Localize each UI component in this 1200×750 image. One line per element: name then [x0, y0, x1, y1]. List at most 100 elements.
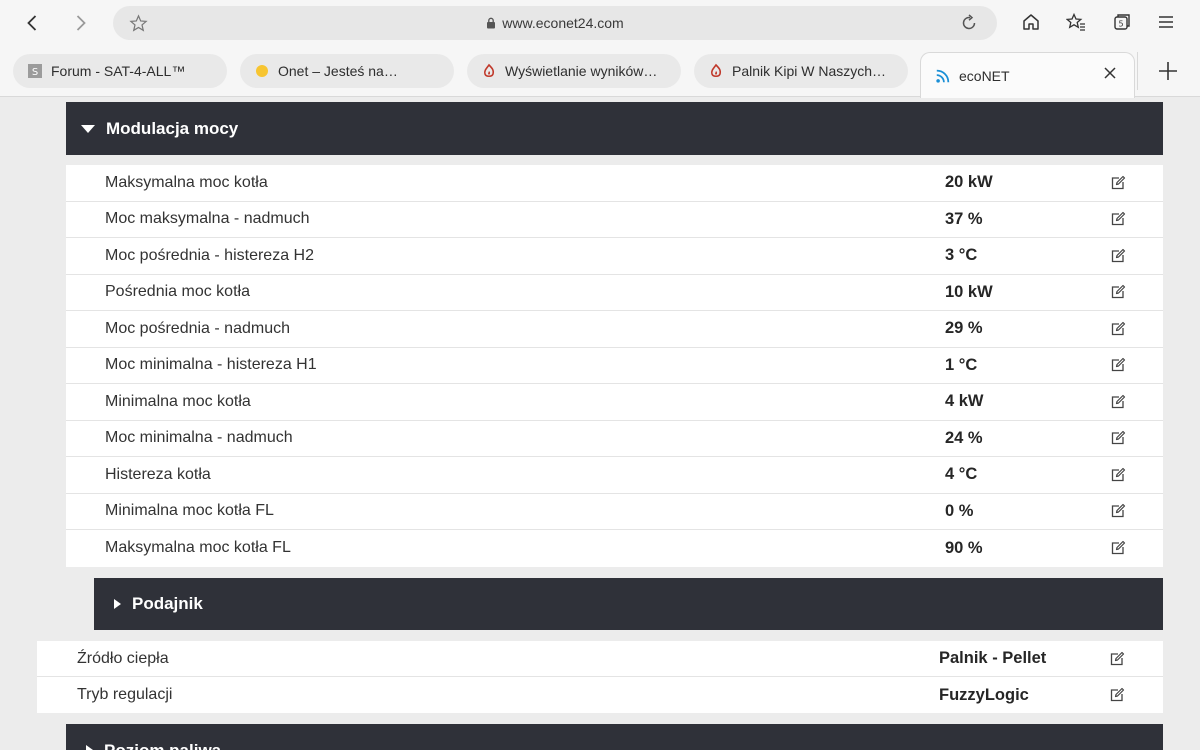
chevron-right-icon [76, 15, 86, 31]
param-label: Minimalna moc kotła FL [105, 502, 274, 520]
general-param-row: Tryb regulacji FuzzyLogic [37, 677, 1163, 713]
address-bar[interactable]: www.econet24.com [113, 6, 997, 40]
section-header-poziom-paliwa[interactable]: Poziom paliwa [66, 724, 1163, 750]
tab-title: Onet – Jesteś na… [278, 63, 398, 79]
section-title: Poziom paliwa [104, 741, 221, 750]
edit-icon[interactable] [1109, 430, 1126, 447]
edit-icon[interactable] [1109, 211, 1126, 228]
forum-flame-icon [481, 63, 497, 79]
param-value: 10 kW [945, 282, 993, 301]
param-value: 1 °C [945, 355, 978, 374]
url-text: www.econet24.com [502, 15, 624, 31]
edit-icon[interactable] [1109, 174, 1126, 191]
section-title: Modulacja mocy [106, 118, 239, 138]
tab-title: ecoNET [959, 67, 1010, 84]
param-value: Palnik - Pellet [939, 649, 1047, 667]
param-label: Tryb regulacji [77, 686, 173, 703]
modulation-param-list: Maksymalna moc kotła 20 kW Moc maksymalna … [66, 165, 1163, 567]
tab-econet[interactable]: ecoNET [920, 52, 1135, 98]
plus-icon [1158, 62, 1177, 80]
sat4all-icon: S [27, 63, 43, 79]
svg-text:S: S [32, 67, 38, 78]
param-value: 4 °C [945, 465, 978, 484]
general-param-row: Źródło ciepła Palnik - Pellet [37, 641, 1163, 677]
modulation-param-row: Moc pośrednia - nadmuch 29 % [66, 311, 1163, 348]
modulation-param-row: Maksymalna moc kotła FL 90 % [66, 530, 1163, 567]
browser-chrome: www.econet24.com 5 S Forum - SAT-4-ALL™ … [0, 0, 1200, 98]
param-value: 20 kW [945, 173, 993, 192]
tabs-button[interactable]: 5 [1110, 10, 1134, 34]
param-label: Moc minimalna - nadmuch [105, 429, 293, 447]
tab-wyswietlanie[interactable]: Wyświetlanie wyników… [467, 54, 681, 88]
edit-icon[interactable] [1108, 650, 1125, 667]
param-label: Minimalna moc kotła [105, 392, 251, 410]
param-label: Moc pośrednia - nadmuch [105, 319, 290, 337]
edit-icon[interactable] [1109, 540, 1126, 557]
tab-title: Forum - SAT-4-ALL™ [51, 63, 186, 79]
param-label: Histereza kotła [105, 465, 211, 483]
caret-right-icon [114, 599, 121, 609]
general-param-list: Źródło ciepła Palnik - Pellet Tryb regulac… [37, 641, 1163, 713]
close-icon[interactable] [1102, 65, 1118, 81]
edit-icon[interactable] [1109, 320, 1126, 337]
modulation-param-row: Moc maksymalna - nadmuch 37 % [66, 202, 1163, 238]
star-list-icon [1066, 12, 1085, 31]
modulation-param-row: Pośrednia moc kotła 10 kW [66, 275, 1163, 311]
caret-down-icon [81, 124, 95, 133]
edit-icon[interactable] [1109, 503, 1126, 520]
param-value: 0 % [945, 501, 974, 520]
edit-icon[interactable] [1109, 357, 1126, 374]
svg-text:5: 5 [1118, 20, 1123, 29]
forward-button[interactable] [65, 8, 95, 38]
modulation-param-row: Minimalna moc kotła FL 0 % [66, 494, 1163, 530]
param-value: 90 % [945, 538, 983, 557]
section-header-podajnik[interactable]: Podajnik [94, 578, 1163, 630]
tab-palnik-kipi[interactable]: Palnik Kipi W Naszych… [694, 54, 908, 88]
param-value: 37 % [945, 209, 983, 228]
param-value: 24 % [945, 428, 983, 447]
param-value: FuzzyLogic [939, 685, 1029, 704]
modulation-param-row: Maksymalna moc kotła 20 kW [66, 165, 1163, 202]
edit-icon[interactable] [1109, 466, 1126, 483]
edit-icon[interactable] [1109, 247, 1126, 264]
section-title: Podajnik [132, 594, 203, 613]
tab-title: Palnik Kipi W Naszych… [732, 63, 887, 79]
param-label: Źródło ciepła [77, 649, 169, 667]
tab-title: Wyświetlanie wyników… [505, 63, 658, 79]
tab-onet[interactable]: Onet – Jesteś na… [240, 54, 454, 88]
param-label: Maksymalna moc kotła FL [105, 539, 291, 557]
hamburger-menu-icon [1159, 16, 1173, 28]
back-button[interactable] [18, 8, 48, 38]
section-header-modulacja[interactable]: Modulacja mocy [66, 102, 1163, 155]
caret-right-icon [86, 745, 93, 750]
onet-dot-icon [254, 63, 270, 79]
forum-flame-icon [708, 63, 724, 79]
new-tab-button[interactable] [1137, 52, 1197, 90]
tab-forum-sat4all[interactable]: S Forum - SAT-4-ALL™ [13, 54, 227, 88]
modulation-param-row: Moc minimalna - nadmuch 24 % [66, 421, 1163, 457]
param-value: 4 kW [945, 392, 984, 411]
modulation-param-row: Moc minimalna - histereza H1 1 °C [66, 348, 1163, 384]
tab-switcher-icon: 5 [1114, 14, 1130, 30]
modulation-param-row: Moc pośrednia - histereza H2 3 °C [66, 238, 1163, 275]
home-icon [1023, 14, 1039, 30]
param-label: Maksymalna moc kotła [105, 173, 268, 191]
param-label: Moc minimalna - histereza H1 [105, 356, 317, 374]
bookmark-star-icon[interactable] [129, 14, 148, 33]
lock-icon [486, 17, 496, 29]
param-label: Moc pośrednia - histereza H2 [105, 246, 314, 264]
param-value: 29 % [945, 319, 983, 338]
edit-icon[interactable] [1109, 284, 1126, 301]
param-label: Moc maksymalna - nadmuch [105, 210, 310, 228]
modulation-param-row: Histereza kotła 4 °C [66, 457, 1163, 494]
reload-icon[interactable] [959, 13, 979, 33]
param-value: 3 °C [945, 246, 978, 265]
param-label: Pośrednia moc kotła [105, 283, 250, 301]
edit-icon[interactable] [1109, 393, 1126, 410]
modulation-param-row: Minimalna moc kotła 4 kW [66, 384, 1163, 421]
home-button[interactable] [1019, 10, 1043, 34]
edit-icon[interactable] [1108, 687, 1125, 704]
chevron-left-icon [27, 15, 37, 31]
bookmarks-button[interactable] [1064, 10, 1088, 34]
menu-button[interactable] [1154, 10, 1178, 34]
